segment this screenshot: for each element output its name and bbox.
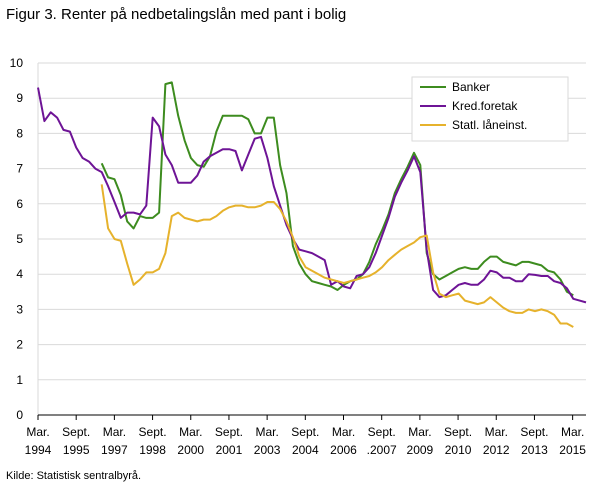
legend-label-0: Banker — [452, 80, 490, 94]
x-tick-label-top: Mar. — [485, 425, 508, 439]
y-tick-label: 6 — [16, 197, 23, 211]
x-tick-label-top: Sept. — [139, 425, 167, 439]
series-line-2 — [100, 184, 574, 328]
grid-lines — [37, 62, 586, 415]
y-tick-label: 2 — [16, 338, 23, 352]
x-tick-label-bottom: .2007 — [367, 443, 397, 457]
x-tick-label-bottom: 2010 — [445, 443, 472, 457]
x-tick-label-top: Sept. — [520, 425, 548, 439]
x-tick-label-top: Mar. — [26, 425, 49, 439]
x-tick-label-top: Mar. — [179, 425, 202, 439]
y-tick-label: 5 — [16, 232, 23, 246]
series-line-0 — [100, 81, 574, 297]
x-tick-label-bottom: 2001 — [216, 443, 243, 457]
x-tick-label-bottom: 2003 — [254, 443, 281, 457]
x-tick-label-bottom: 2006 — [330, 443, 357, 457]
x-tick-label-top: Mar. — [561, 425, 584, 439]
x-tick-label-top: Sept. — [368, 425, 396, 439]
y-axis-ticks: 0 1 2 3 4 5 6 7 8 9 10 — [10, 56, 24, 422]
x-tick-label-bottom: 2004 — [292, 443, 319, 457]
x-tick-label-top: Mar. — [255, 425, 278, 439]
y-tick-label: 8 — [16, 126, 23, 140]
y-tick-label: 1 — [16, 373, 23, 387]
x-tick-label-bottom: 1998 — [139, 443, 166, 457]
series-lines — [37, 81, 587, 328]
x-axis: Mar. 1994 Sept. 1995 Mar. 1997 Sept. 1998 Mar. 20… — [25, 414, 586, 457]
x-tick-label-top: Mar. — [332, 425, 355, 439]
x-tick-label-top: Mar. — [103, 425, 126, 439]
x-tick-label-bottom: 1997 — [101, 443, 128, 457]
series-line-1 — [37, 87, 587, 304]
x-tick-label-top: Sept. — [291, 425, 319, 439]
y-tick-label: 3 — [16, 302, 23, 316]
y-tick-label: 10 — [10, 56, 24, 70]
x-tick-label-bottom: 2009 — [407, 443, 434, 457]
y-tick-label: 4 — [16, 267, 23, 281]
x-tick-label-bottom: 2013 — [521, 443, 548, 457]
x-tick-label-top: Sept. — [215, 425, 243, 439]
x-tick-label-bottom: 1994 — [25, 443, 52, 457]
y-tick-label: 7 — [16, 162, 23, 176]
x-tick-label-bottom: 1995 — [63, 443, 90, 457]
legend-label-2: Statl. låneinst. — [452, 118, 527, 132]
y-tick-label: 0 — [16, 408, 23, 422]
y-tick-label: 9 — [16, 91, 23, 105]
x-tick-label-bottom: 2000 — [177, 443, 204, 457]
x-tick-label-top: Mar. — [408, 425, 431, 439]
x-tick-label-top: Sept. — [444, 425, 472, 439]
chart-title: Figur 3. Renter på nedbetalingslån med p… — [6, 6, 347, 23]
x-tick-label-bottom: 2015 — [559, 443, 586, 457]
x-tick-label-bottom: 2012 — [483, 443, 510, 457]
legend-label-1: Kred.foretak — [452, 99, 518, 113]
legend: Banker Kred.foretak Statl. låneinst. — [411, 76, 569, 142]
x-tick-label-top: Sept. — [62, 425, 90, 439]
source-note: Kilde: Statistisk sentralbyrå. — [6, 470, 142, 482]
